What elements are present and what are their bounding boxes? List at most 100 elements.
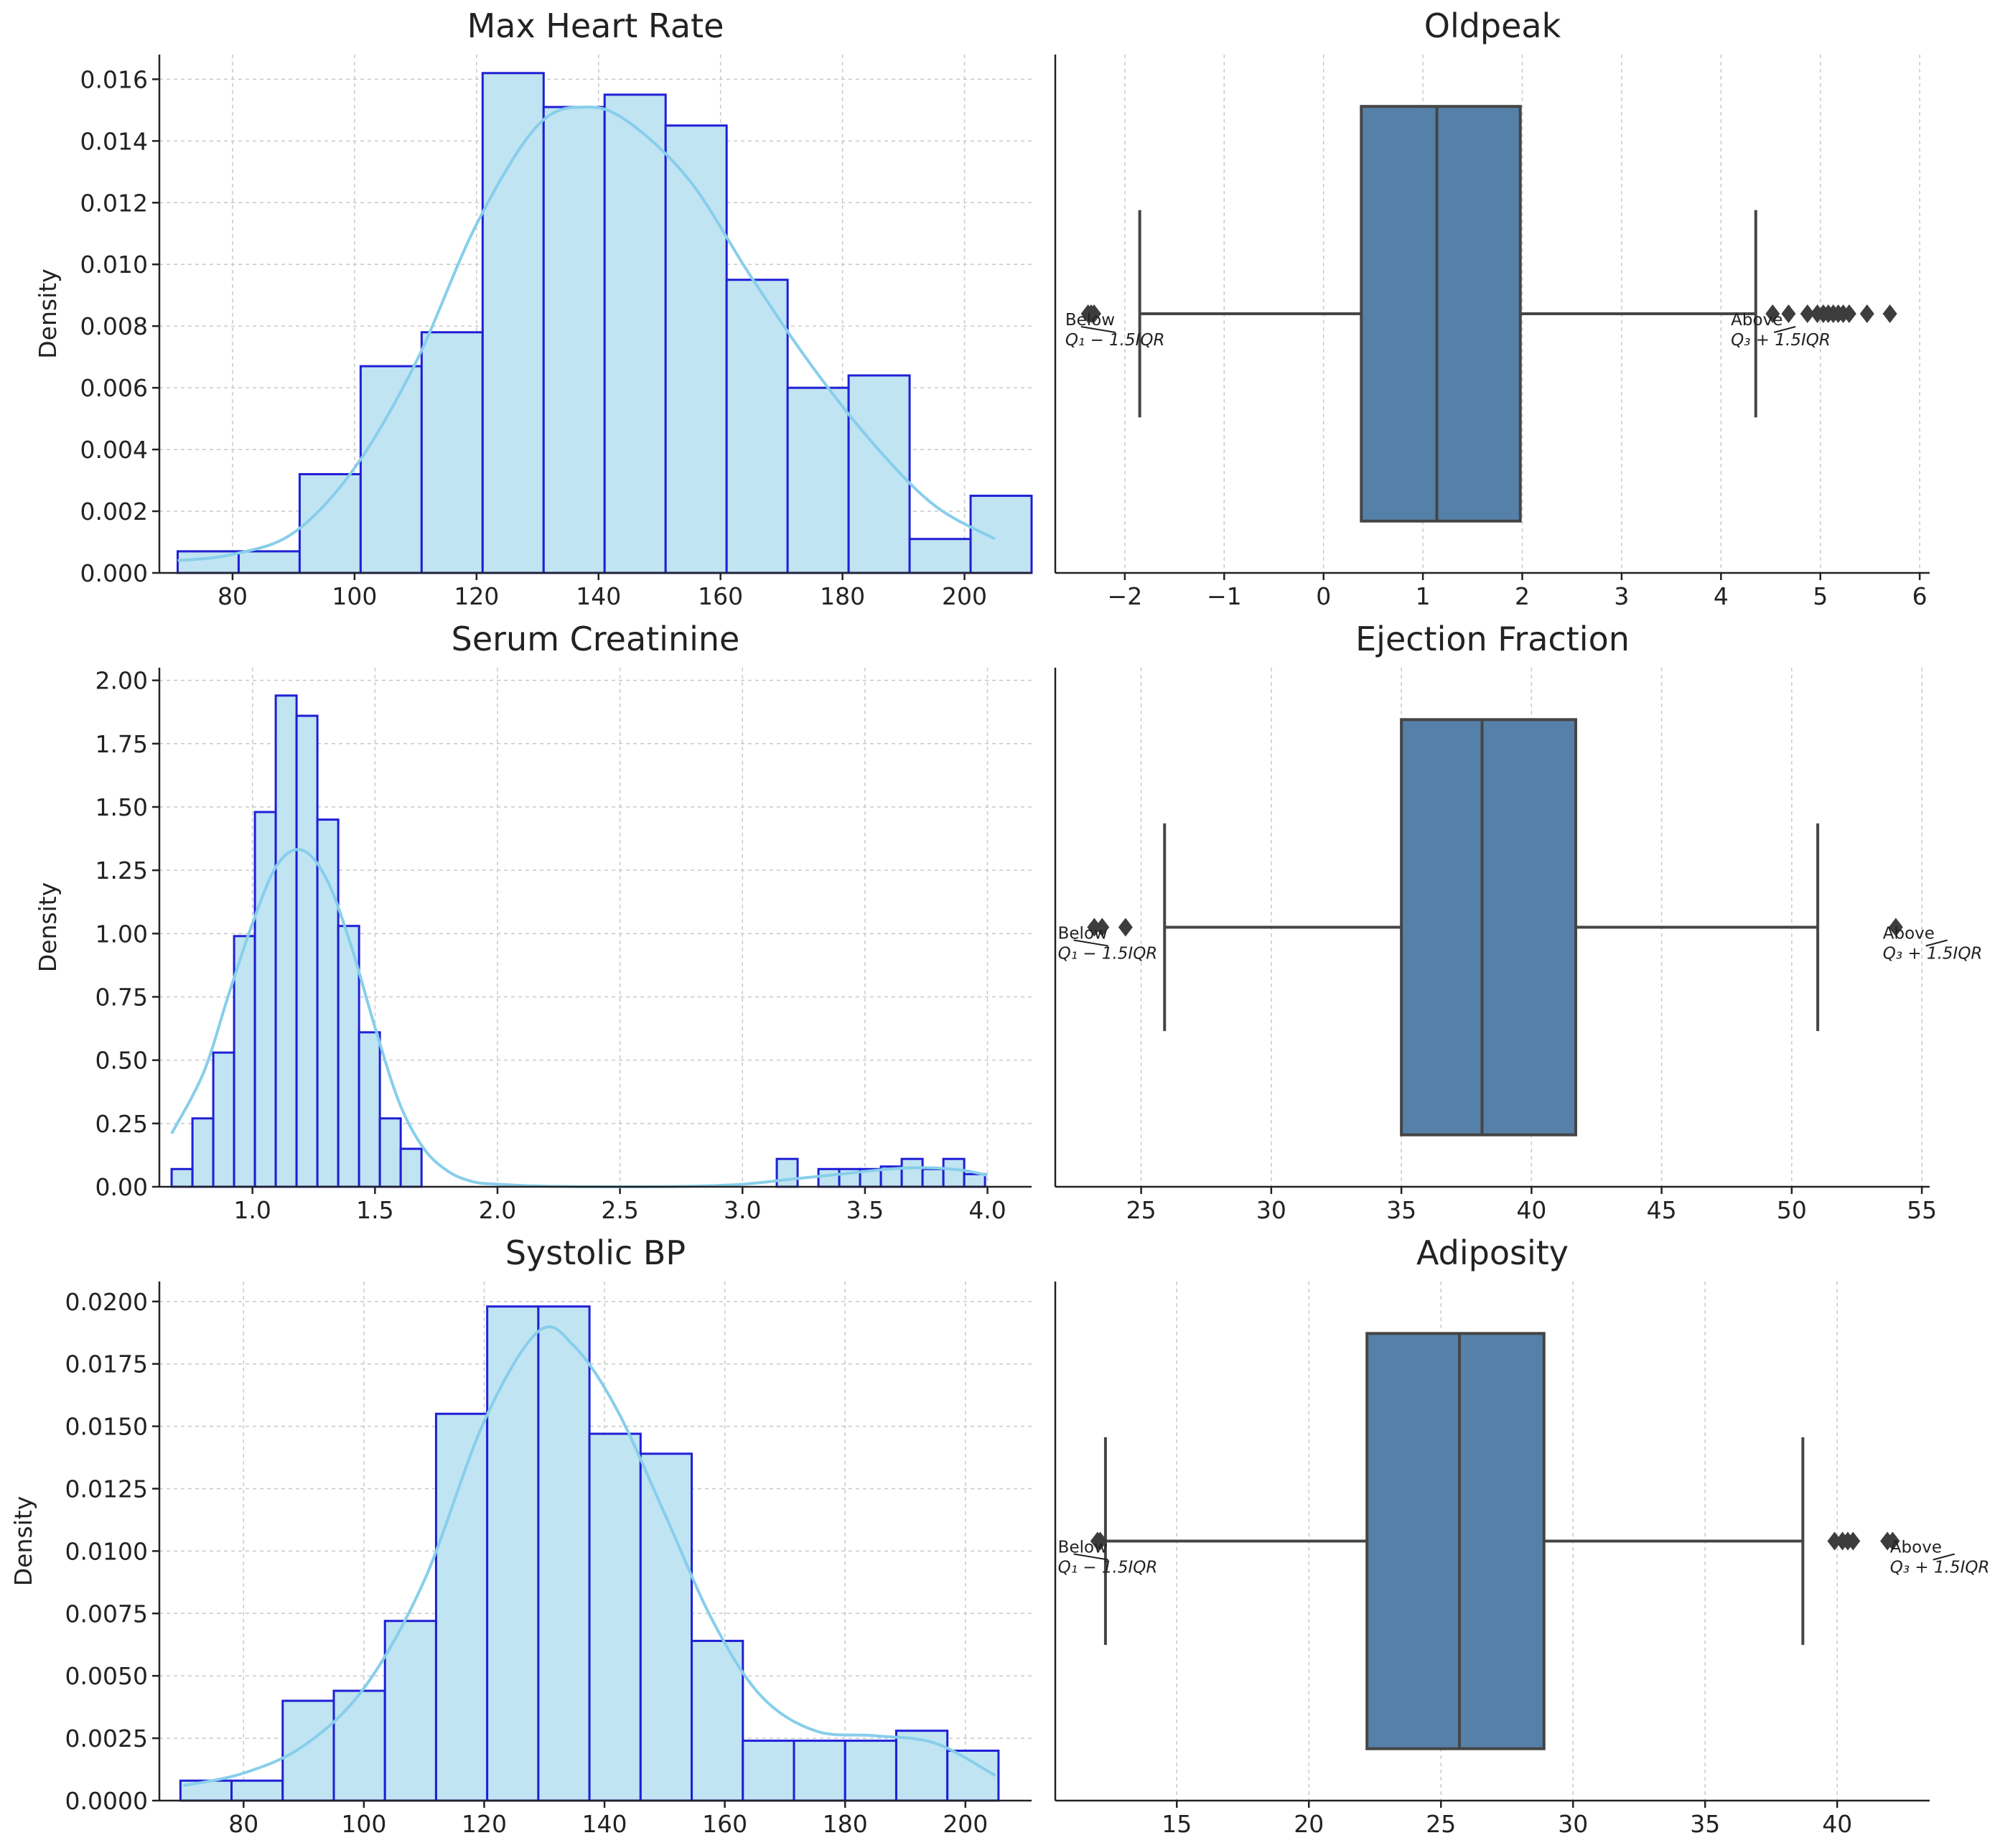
x-tick-label: 160: [702, 1810, 747, 1838]
histogram-bar: [358, 1031, 381, 1188]
histogram-bar: [481, 72, 545, 574]
x-tick-label: 80: [228, 1810, 258, 1838]
panel-title: Systolic BP: [505, 1233, 686, 1272]
y-tick-label: 1.75: [95, 730, 148, 758]
annotation-arrow: [1933, 1553, 1955, 1561]
annotation-arrow: [1073, 939, 1108, 947]
y-tick-label: 1.00: [95, 920, 148, 948]
y-tick-label: 0.0100: [65, 1537, 148, 1565]
histogram-bar: [963, 1172, 986, 1188]
x-tick-label: 200: [943, 1810, 988, 1838]
histogram-bar: [316, 818, 340, 1188]
annotation-formula: Q₁ − 1.5IQR: [1065, 331, 1165, 350]
iqr-box: [1360, 105, 1522, 523]
y-tick-label: 1.50: [95, 793, 148, 821]
iqr-box: [1400, 718, 1577, 1137]
histogram-bar: [274, 694, 298, 1188]
outlier-marker: [1093, 1531, 1108, 1551]
kde-curve: [183, 1325, 996, 1788]
x-tick-label: −1: [1207, 582, 1242, 610]
x-tick-label: 2.5: [601, 1196, 638, 1224]
histogram-bar: [230, 1779, 284, 1802]
histogram-bar: [253, 811, 277, 1188]
annotation-formula: Q₃ + 1.5IQR: [1890, 1559, 1990, 1577]
x-tick-label: 25: [1426, 1810, 1456, 1838]
histogram-bar: [946, 1749, 1000, 1802]
x-tick-label: 30: [1256, 1196, 1286, 1224]
annotation-formula: Q₁ − 1.5IQR: [1058, 1559, 1158, 1577]
kde-curve: [177, 106, 996, 562]
outlier-marker: [1095, 918, 1110, 937]
y-tick-label: 0.0125: [65, 1475, 148, 1503]
annotation-formula: Q₁ − 1.5IQR: [1058, 945, 1158, 963]
histogram-bar: [281, 1699, 335, 1802]
y-tick-label: 0.000: [80, 559, 148, 587]
histogram-bar: [603, 93, 667, 574]
annotation-label: Below: [1065, 311, 1115, 330]
x-tick-label: 25: [1126, 1196, 1156, 1224]
x-tick-label: 3: [1614, 582, 1629, 610]
outlier-marker: [1885, 1531, 1900, 1551]
panel-title: Ejection Fraction: [1355, 620, 1630, 658]
x-tick-label: 4.0: [968, 1196, 1006, 1224]
histogram-bar: [969, 495, 1033, 574]
histogram-bar: [486, 1305, 540, 1802]
x-tick-label: 5: [1813, 582, 1828, 610]
y-tick-label: 0.0000: [65, 1787, 148, 1815]
histogram-bar: [420, 331, 484, 574]
histogram-bar: [942, 1157, 966, 1188]
outlier-marker: [1765, 304, 1780, 323]
y-tick-label: 0.004: [80, 436, 148, 464]
x-tick-label: 35: [1386, 1196, 1416, 1224]
y-axis-label: Density: [9, 1496, 37, 1586]
histogram-bar: [295, 714, 319, 1188]
histogram-bar: [434, 1412, 489, 1802]
y-tick-label: 0.0075: [65, 1600, 148, 1628]
histogram-bar: [170, 1167, 194, 1188]
y-tick-label: 0.006: [80, 374, 148, 402]
panel-title: Oldpeak: [1424, 6, 1561, 45]
y-axis-label: Density: [34, 882, 62, 972]
outlier-marker: [1118, 918, 1133, 937]
histogram-bar: [908, 538, 972, 574]
histogram-bar: [894, 1730, 949, 1802]
outlier-marker: [1859, 304, 1874, 323]
panel-title: Adiposity: [1416, 1233, 1569, 1272]
x-tick-label: 50: [1777, 1196, 1807, 1224]
outlier-marker: [1882, 304, 1897, 323]
outlier-marker: [1086, 304, 1101, 323]
histogram-bar: [233, 935, 256, 1188]
y-tick-label: 0.014: [80, 127, 148, 155]
x-tick-label: 40: [1516, 1196, 1546, 1224]
x-tick-label: 45: [1647, 1196, 1677, 1224]
y-tick-label: 0.50: [95, 1047, 148, 1075]
annotation-formula: Q₃ + 1.5IQR: [1731, 331, 1831, 350]
x-tick-label: 2: [1515, 582, 1530, 610]
x-tick-label: 3.0: [724, 1196, 761, 1224]
x-tick-label: 40: [1822, 1810, 1852, 1838]
x-tick-label: 140: [576, 582, 621, 610]
x-tick-label: −2: [1108, 582, 1143, 610]
histogram-bar: [378, 1117, 402, 1188]
histogram-bar: [639, 1452, 693, 1802]
kde-curve: [170, 848, 988, 1189]
y-tick-label: 2.00: [95, 667, 148, 695]
y-tick-label: 0.012: [80, 189, 148, 217]
histogram-bar: [691, 1640, 744, 1802]
histogram-bar: [786, 386, 850, 574]
annotation-arrow: [1773, 326, 1796, 333]
x-tick-label: 20: [1294, 1810, 1324, 1838]
annotation-label: Below: [1058, 925, 1108, 943]
y-tick-label: 0.25: [95, 1110, 148, 1138]
y-tick-label: 0.75: [95, 983, 148, 1011]
y-tick-label: 1.25: [95, 857, 148, 885]
histogram-bar: [237, 550, 301, 574]
x-tick-label: 0: [1316, 582, 1331, 610]
annotation-label: Above: [1883, 925, 1935, 943]
ejection-fraction-boxplot: Ejection Fraction 25 30 35 40 45 50 55 Below Q₁ −…: [1054, 620, 1982, 1224]
x-tick-label: 100: [332, 582, 377, 610]
x-tick-label: 1.5: [356, 1196, 393, 1224]
x-tick-label: 180: [823, 1810, 868, 1838]
x-tick-label: 80: [218, 582, 248, 610]
x-tick-label: 160: [698, 582, 743, 610]
